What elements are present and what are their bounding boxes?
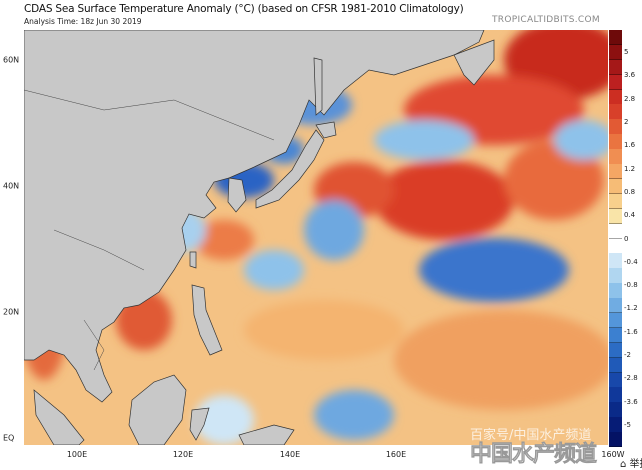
sst-anomaly-map [24, 30, 608, 445]
report-icon: ⌂ [620, 459, 627, 470]
land [24, 30, 495, 445]
colorbar-segment [609, 119, 622, 135]
lon-label-100e: 100E [66, 450, 88, 459]
colorbar-segment [609, 223, 622, 239]
sakhalin [313, 57, 323, 116]
sumatra [33, 389, 85, 445]
colorbar-tick-label: -2.8 [624, 374, 638, 383]
sulawesi [189, 407, 210, 441]
lon-label-140e: 140E [279, 450, 301, 459]
hokkaido [315, 121, 337, 139]
colorbar-tick-label: -1.6 [624, 327, 638, 336]
colorbar-tick-label: -1.2 [624, 304, 638, 313]
colorbar-tick-label: -5 [624, 421, 631, 429]
colorbar-tick-label: -3.6 [624, 397, 638, 406]
korea [227, 177, 247, 213]
colorbar-tick-label: 3.6 [624, 71, 636, 80]
colorbar-segment [609, 298, 622, 314]
colorbar-segment [609, 208, 622, 225]
colorbar-segment [609, 342, 622, 359]
borneo [128, 374, 187, 445]
colorbar-segment [609, 89, 622, 105]
report-link[interactable]: ⌂ 举报 [620, 455, 642, 470]
colorbar-segment [609, 149, 622, 165]
colorbar-tick-label: 1.6 [624, 141, 636, 150]
lat-label-20n: 20N [3, 307, 20, 317]
colorbar-tick-label: -0.4 [624, 257, 638, 266]
colorbar-segment [609, 59, 622, 76]
country-borders [24, 89, 275, 371]
colorbar-segment [609, 44, 622, 61]
lon-label-160e: 160E [385, 450, 407, 459]
colorbar [609, 30, 622, 448]
colorbar-segment [609, 193, 622, 210]
colorbar-tick-label: 5 [624, 48, 629, 56]
colorbar-segment [609, 312, 622, 329]
colorbar-segment [609, 268, 622, 284]
new-guinea [238, 424, 295, 445]
colorbar-tick-label: 2.8 [624, 94, 636, 103]
lat-label-60n: 60N [3, 55, 20, 65]
colorbar-segment [609, 30, 622, 46]
colorbar-segment [609, 283, 622, 299]
colorbar-segment [609, 74, 622, 91]
colorbar-segment [609, 253, 622, 269]
lat-label-40n: 40N [3, 181, 20, 191]
colorbar-tick-label: 1.2 [624, 164, 636, 173]
colorbar-segment [609, 372, 622, 388]
philippines [191, 284, 223, 356]
colorbar-tick-label: 0 [624, 234, 629, 243]
watermark-line1: 百家号/中国水产频道 [470, 428, 592, 443]
colorbar-segment [609, 104, 622, 120]
colorbar-segment [609, 178, 622, 195]
colorbar-segment [609, 327, 622, 344]
japan [255, 129, 325, 209]
colorbar-tick-label: -0.8 [624, 281, 638, 290]
asia-mainland [24, 30, 485, 403]
colorbar-segment [609, 134, 622, 150]
colorbar-segment [609, 417, 622, 433]
colorbar-tick-label: -2 [624, 351, 631, 360]
report-label: 举报 [629, 459, 642, 470]
taiwan [189, 251, 197, 269]
colorbar-segment [609, 164, 622, 180]
colorbar-tick-label: 0.8 [624, 187, 636, 196]
brand-label: TROPICALTIDBITS.COM [492, 15, 600, 25]
colorbar-tick-label: 0.4 [624, 211, 636, 220]
lat-label-eq: EQ [3, 433, 15, 443]
colorbar-tick-label: 2 [624, 117, 629, 126]
colorbar-segment [609, 238, 622, 254]
colorbar-segment [609, 432, 622, 448]
colorbar-segment [609, 357, 622, 374]
analysis-time: Analysis Time: 18z Jun 30 2019 [24, 17, 142, 26]
colorbar-segment [609, 387, 622, 403]
colorbar-segment [609, 402, 622, 418]
watermark-logo-text: 中国水产频道 [470, 442, 598, 468]
lon-label-160w: 160W [601, 450, 625, 459]
kamchatka [453, 39, 495, 86]
lon-label-120e: 120E [172, 450, 194, 459]
map-title: CDAS Sea Surface Temperature Anomaly (°C… [24, 3, 464, 15]
